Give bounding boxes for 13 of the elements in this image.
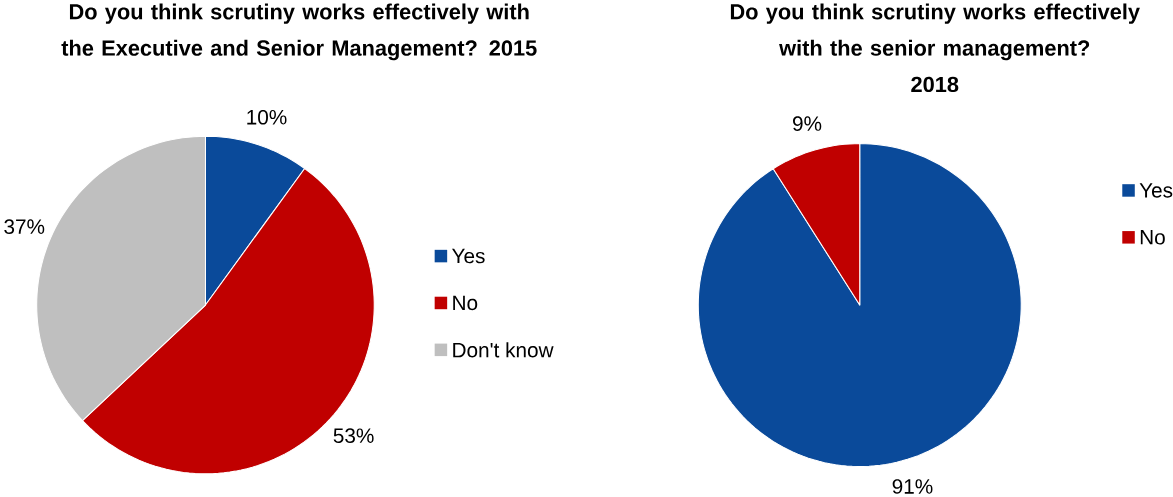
data-label: 37% <box>4 219 45 234</box>
chart-title: Do you think scrutiny works effectively with the Executive and Senior Management? 2015 <box>61 3 537 61</box>
data-label: 53% <box>333 428 374 443</box>
legend-label: No <box>453 295 478 311</box>
chart-subtitle: 2018 <box>911 76 959 92</box>
legend-label: Yes <box>452 248 485 264</box>
legend-label: Don't know <box>453 342 554 358</box>
data-label: 10% <box>247 109 287 125</box>
data-label: 91% <box>892 479 933 494</box>
legend-label: Yes <box>1139 183 1173 198</box>
legend-label: No <box>1140 229 1165 245</box>
chart-title: Do you think scrutiny works effectively with the senior management? <box>730 3 1140 61</box>
data-label: 9% <box>793 116 822 131</box>
